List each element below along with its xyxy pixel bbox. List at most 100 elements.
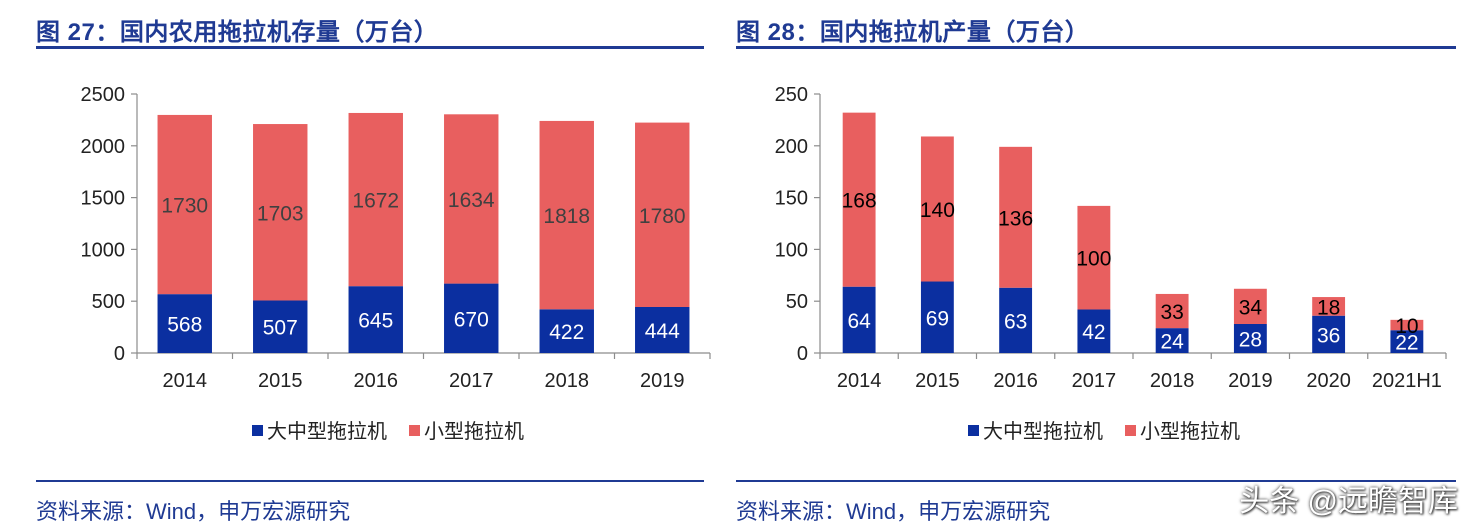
bar-segment-large-tractor [920,281,954,353]
x-tick-label: 2021H1 [1372,370,1442,392]
data-label: 1703 [257,202,304,225]
title-divider [736,46,1456,49]
y-tick-label: 250 [775,84,808,106]
y-tick-label: 100 [775,239,808,261]
data-label: 22 [1395,332,1418,355]
bar-segment-small-tractor [1312,297,1346,316]
x-tick-label: 2015 [915,370,960,392]
x-tick-label: 2014 [163,370,208,392]
bar-segment-large-tractor [157,294,212,353]
x-tick-label: 2014 [837,370,882,392]
title-divider [36,46,704,49]
bar-segment-small-tractor [157,114,212,295]
data-label: 69 [926,307,949,330]
bar-segment-large-tractor [1312,315,1346,353]
bar-segment-large-tractor [444,283,499,353]
bar-segment-large-tractor [253,300,308,353]
bar-segment-large-tractor [1390,330,1424,353]
data-label: 63 [1004,310,1027,333]
data-label: 42 [1082,321,1105,344]
data-label: 64 [847,310,871,333]
x-tick-label: 2017 [1072,370,1117,392]
data-label: 24 [1160,331,1184,354]
stacked-bar-chart-stock: 0 500 1000 1500 2000 2500 2014 568 1730 2015 507 17… [81,84,711,443]
source-divider [36,480,704,482]
x-tick-label: 2016 [993,370,1038,392]
y-tick-label: 1500 [81,188,126,210]
stacked-bar-chart-production: 0 50 100 150 200 250 2014 64 168 2015 69 140 2016 63 1… [775,84,1447,443]
data-label: 100 [1076,248,1111,271]
data-label: 168 [842,190,877,213]
x-tick-label: 2019 [640,370,685,392]
bar-segment-small-tractor [635,122,690,308]
y-tick-label: 150 [775,188,808,210]
y-tick-label: 500 [92,291,125,313]
source-note: 资料来源：Wind，申万宏源研究 [36,499,351,524]
y-tick-label: 50 [786,291,808,313]
bar-segment-large-tractor [842,286,876,353]
x-tick-label: 2015 [258,370,303,392]
bar-segment-small-tractor [1390,319,1424,331]
bar-segment-small-tractor [348,112,403,287]
bar-segment-small-tractor [1155,293,1189,329]
data-label: 36 [1317,324,1340,347]
data-label: 507 [263,317,298,340]
bar-segment-large-tractor [999,287,1033,353]
y-tick-label: 2500 [81,84,126,106]
data-label: 1730 [161,195,208,218]
legend-swatch [252,425,263,436]
watermark: 头条 @远瞻智库 [1239,485,1458,518]
bar-segment-large-tractor [635,307,690,353]
data-label: 33 [1160,301,1183,324]
data-label: 18 [1317,296,1340,319]
data-label: 1634 [448,189,495,212]
y-tick-label: 0 [114,343,125,365]
bar-segment-small-tractor [253,124,308,301]
bar-segment-small-tractor [1077,205,1111,310]
bar-segment-large-tractor [1155,328,1189,353]
chart-panel-production: 图 28：国内拖拉机产量（万台） 0 50 100 150 200 250 2014 64 16… [720,0,1472,530]
data-label: 34 [1239,296,1263,319]
y-tick-label: 1000 [81,239,126,261]
legend-label: 小型拖拉机 [1140,420,1240,443]
x-tick-label: 2019 [1228,370,1273,392]
data-label: 444 [645,320,680,343]
bar-segment-large-tractor [1233,323,1267,353]
legend-label: 大中型拖拉机 [267,420,387,443]
data-label: 28 [1239,328,1262,351]
bar-segment-large-tractor [539,309,594,353]
data-label: 1818 [543,205,590,228]
data-label: 136 [998,207,1033,230]
x-tick-label: 2017 [449,370,494,392]
figure-title: 图 28：国内拖拉机产量（万台） [736,19,1090,46]
data-label: 1672 [352,190,399,213]
bar-segment-large-tractor [1077,309,1111,353]
chart-panel-stock: 图 27：国内农用拖拉机存量（万台） 0 500 1000 1500 2000 2500 2… [0,0,720,530]
x-tick-label: 2018 [545,370,590,392]
data-label: 568 [167,314,202,337]
x-tick-label: 2020 [1306,370,1351,392]
source-note: 资料来源：Wind，申万宏源研究 [736,499,1051,524]
bar-segment-small-tractor [920,136,954,282]
legend-label: 大中型拖拉机 [983,420,1103,443]
legend-swatch [409,425,420,436]
data-label: 1780 [639,205,686,228]
legend-swatch [1125,425,1136,436]
y-tick-label: 0 [797,343,808,365]
bar-segment-large-tractor [348,286,403,353]
legend-swatch [968,425,979,436]
data-label: 140 [920,199,955,222]
y-tick-label: 200 [775,136,808,158]
bar-segment-small-tractor [444,114,499,284]
data-label: 10 [1395,315,1418,338]
x-tick-label: 2016 [354,370,399,392]
x-tick-label: 2018 [1150,370,1195,392]
bar-segment-small-tractor [1233,288,1267,324]
bar-segment-small-tractor [842,112,876,287]
y-tick-label: 2000 [81,136,126,158]
figure-title: 图 27：国内农用拖拉机存量（万台） [36,19,439,46]
bar-segment-small-tractor [539,120,594,310]
data-label: 670 [454,308,489,331]
legend-label: 小型拖拉机 [424,420,524,443]
source-divider [736,480,1456,482]
